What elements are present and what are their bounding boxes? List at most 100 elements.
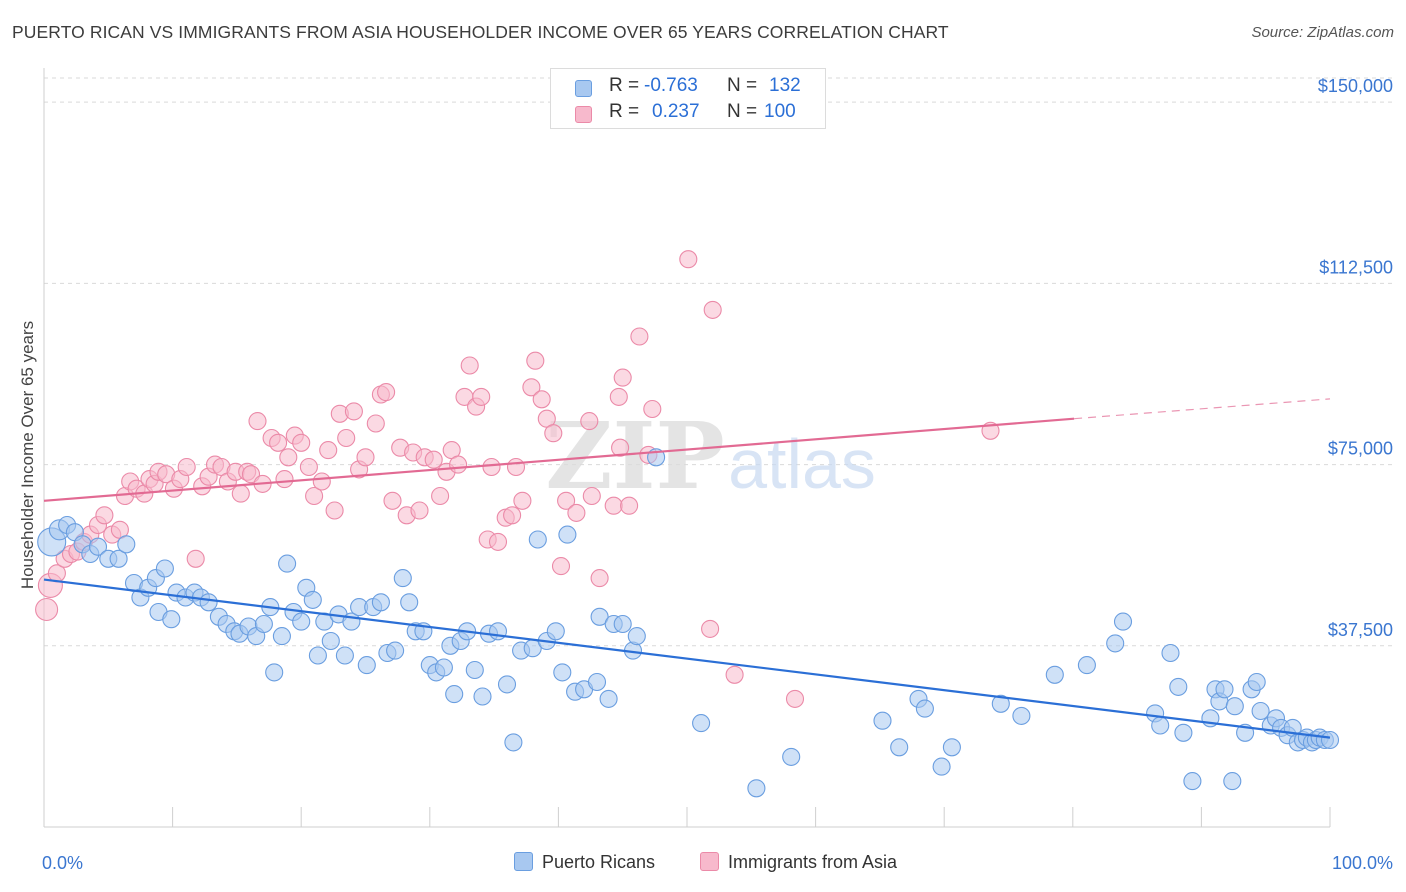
data-point-immigrants-from-asia xyxy=(620,496,639,515)
data-point-puerto-ricans xyxy=(528,530,547,549)
data-point-puerto-ricans xyxy=(445,685,464,704)
data-point-immigrants-from-asia xyxy=(424,450,443,469)
data-point-puerto-ricans xyxy=(254,614,273,634)
y-tick-label: $75,000 xyxy=(1328,439,1393,459)
data-point-immigrants-from-asia xyxy=(551,557,571,576)
data-point-puerto-ricans xyxy=(321,631,340,651)
data-point-puerto-ricans xyxy=(371,593,390,612)
axes xyxy=(43,68,1331,828)
data-point-immigrants-from-asia xyxy=(590,569,609,588)
data-point-puerto-ricans xyxy=(109,549,128,568)
data-point-immigrants-from-asia xyxy=(582,486,601,506)
data-point-immigrants-from-asia xyxy=(482,457,501,477)
data-point-immigrants-from-asia xyxy=(643,399,662,419)
data-point-puerto-ricans xyxy=(473,687,492,706)
data-point-immigrants-from-asia xyxy=(557,491,576,510)
data-point-puerto-ricans xyxy=(782,747,801,766)
trend-line-puerto-ricans xyxy=(43,578,1331,739)
data-point-puerto-ricans xyxy=(915,699,934,718)
data-point-puerto-ricans xyxy=(162,610,181,629)
n-label: N = xyxy=(727,101,758,122)
data-point-puerto-ricans xyxy=(265,663,284,682)
data-point-immigrants-from-asia xyxy=(513,491,532,510)
data-point-puerto-ricans xyxy=(1225,697,1244,716)
stats-row-puerto-ricans: R = -0.763 N = 132 xyxy=(551,75,825,101)
r-label: R = xyxy=(609,101,640,122)
data-point-immigrants-from-asia xyxy=(177,457,196,477)
n-value: 132 xyxy=(769,75,801,96)
blue-swatch-icon xyxy=(575,80,592,97)
data-point-immigrants-from-asia xyxy=(526,351,545,370)
data-point-puerto-ricans xyxy=(1106,634,1125,653)
r-value: -0.763 xyxy=(644,75,698,96)
data-point-puerto-ricans xyxy=(303,590,322,609)
data-point-puerto-ricans xyxy=(1174,723,1193,742)
n-label: N = xyxy=(727,75,758,96)
trend-line-immigrants-from-asia xyxy=(43,417,1075,502)
pink-swatch-icon xyxy=(700,852,719,871)
y-tick-label: $112,500 xyxy=(1319,257,1393,277)
data-point-immigrants-from-asia xyxy=(231,484,250,503)
data-point-immigrants-from-asia xyxy=(580,412,599,431)
data-point-immigrants-from-asia xyxy=(95,506,114,525)
r-value: 0.237 xyxy=(652,101,700,122)
data-point-immigrants-from-asia xyxy=(503,506,522,525)
data-point-immigrants-from-asia xyxy=(567,503,586,522)
data-point-immigrants-from-asia xyxy=(630,327,649,346)
x-tick-label-right: 100.0% xyxy=(1332,853,1393,873)
stats-row-immigrants-from-asia: R = 0.237 N = 100 xyxy=(551,101,825,127)
data-point-puerto-ricans xyxy=(292,612,311,631)
y-tick-label: $150,000 xyxy=(1318,76,1393,96)
watermark-zip: ZIP xyxy=(545,402,724,510)
data-point-immigrants-from-asia xyxy=(337,428,356,448)
data-point-puerto-ricans xyxy=(1320,730,1340,750)
data-point-immigrants-from-asia xyxy=(604,496,623,515)
legend-label: Immigrants from Asia xyxy=(728,852,898,872)
data-point-puerto-ricans xyxy=(393,569,412,588)
data-point-puerto-ricans xyxy=(1215,680,1234,699)
data-point-puerto-ricans xyxy=(1151,716,1170,735)
data-point-immigrants-from-asia xyxy=(725,665,744,684)
legend-item-puerto-ricans[interactable]: Puerto Ricans xyxy=(514,852,655,873)
data-point-puerto-ricans xyxy=(1223,772,1242,791)
data-point-immigrants-from-asia xyxy=(613,368,632,387)
legend-item-immigrants-from-asia[interactable]: Immigrants from Asia xyxy=(700,852,897,873)
data-point-puerto-ricans xyxy=(386,641,405,660)
data-point-immigrants-from-asia xyxy=(366,414,385,433)
data-point-puerto-ricans xyxy=(88,537,108,556)
data-point-puerto-ricans xyxy=(335,646,354,665)
data-point-puerto-ricans xyxy=(553,663,572,682)
data-point-puerto-ricans xyxy=(117,535,136,554)
data-point-immigrants-from-asia xyxy=(701,619,720,638)
trend-line-extrapolated xyxy=(1074,398,1331,420)
data-point-immigrants-from-asia xyxy=(609,387,628,406)
data-point-puerto-ricans xyxy=(587,672,607,692)
data-point-immigrants-from-asia xyxy=(248,412,267,431)
data-point-puerto-ricans xyxy=(1183,772,1202,791)
data-point-immigrants-from-asia xyxy=(460,356,479,375)
data-point-immigrants-from-asia xyxy=(785,689,805,708)
data-point-immigrants-from-asia xyxy=(472,387,491,406)
watermark-atlas: atlas xyxy=(728,425,876,503)
data-point-puerto-ricans xyxy=(546,622,565,641)
data-point-puerto-ricans xyxy=(890,738,909,757)
data-point-immigrants-from-asia xyxy=(299,457,318,477)
data-point-puerto-ricans xyxy=(873,711,892,730)
y-tick-label: $37,500 xyxy=(1328,620,1393,640)
data-point-puerto-ricans xyxy=(400,593,419,612)
data-point-puerto-ricans xyxy=(627,627,646,646)
legend-label: Puerto Ricans xyxy=(542,852,656,872)
series-immigrants-from-asia xyxy=(35,250,1000,708)
data-point-puerto-ricans xyxy=(1077,656,1096,675)
data-point-puerto-ricans xyxy=(599,689,618,708)
data-point-immigrants-from-asia xyxy=(506,457,526,477)
data-point-immigrants-from-asia xyxy=(269,433,288,452)
data-point-puerto-ricans xyxy=(497,675,517,694)
data-point-puerto-ricans xyxy=(991,694,1010,713)
data-point-puerto-ricans xyxy=(942,738,961,757)
data-point-immigrants-from-asia xyxy=(488,532,508,551)
data-point-puerto-ricans xyxy=(1247,672,1266,692)
data-point-immigrants-from-asia xyxy=(344,402,363,421)
data-point-puerto-ricans xyxy=(932,757,951,776)
